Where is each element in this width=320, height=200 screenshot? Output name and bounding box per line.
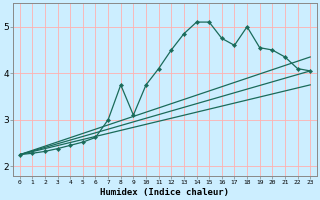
X-axis label: Humidex (Indice chaleur): Humidex (Indice chaleur) xyxy=(100,188,229,197)
